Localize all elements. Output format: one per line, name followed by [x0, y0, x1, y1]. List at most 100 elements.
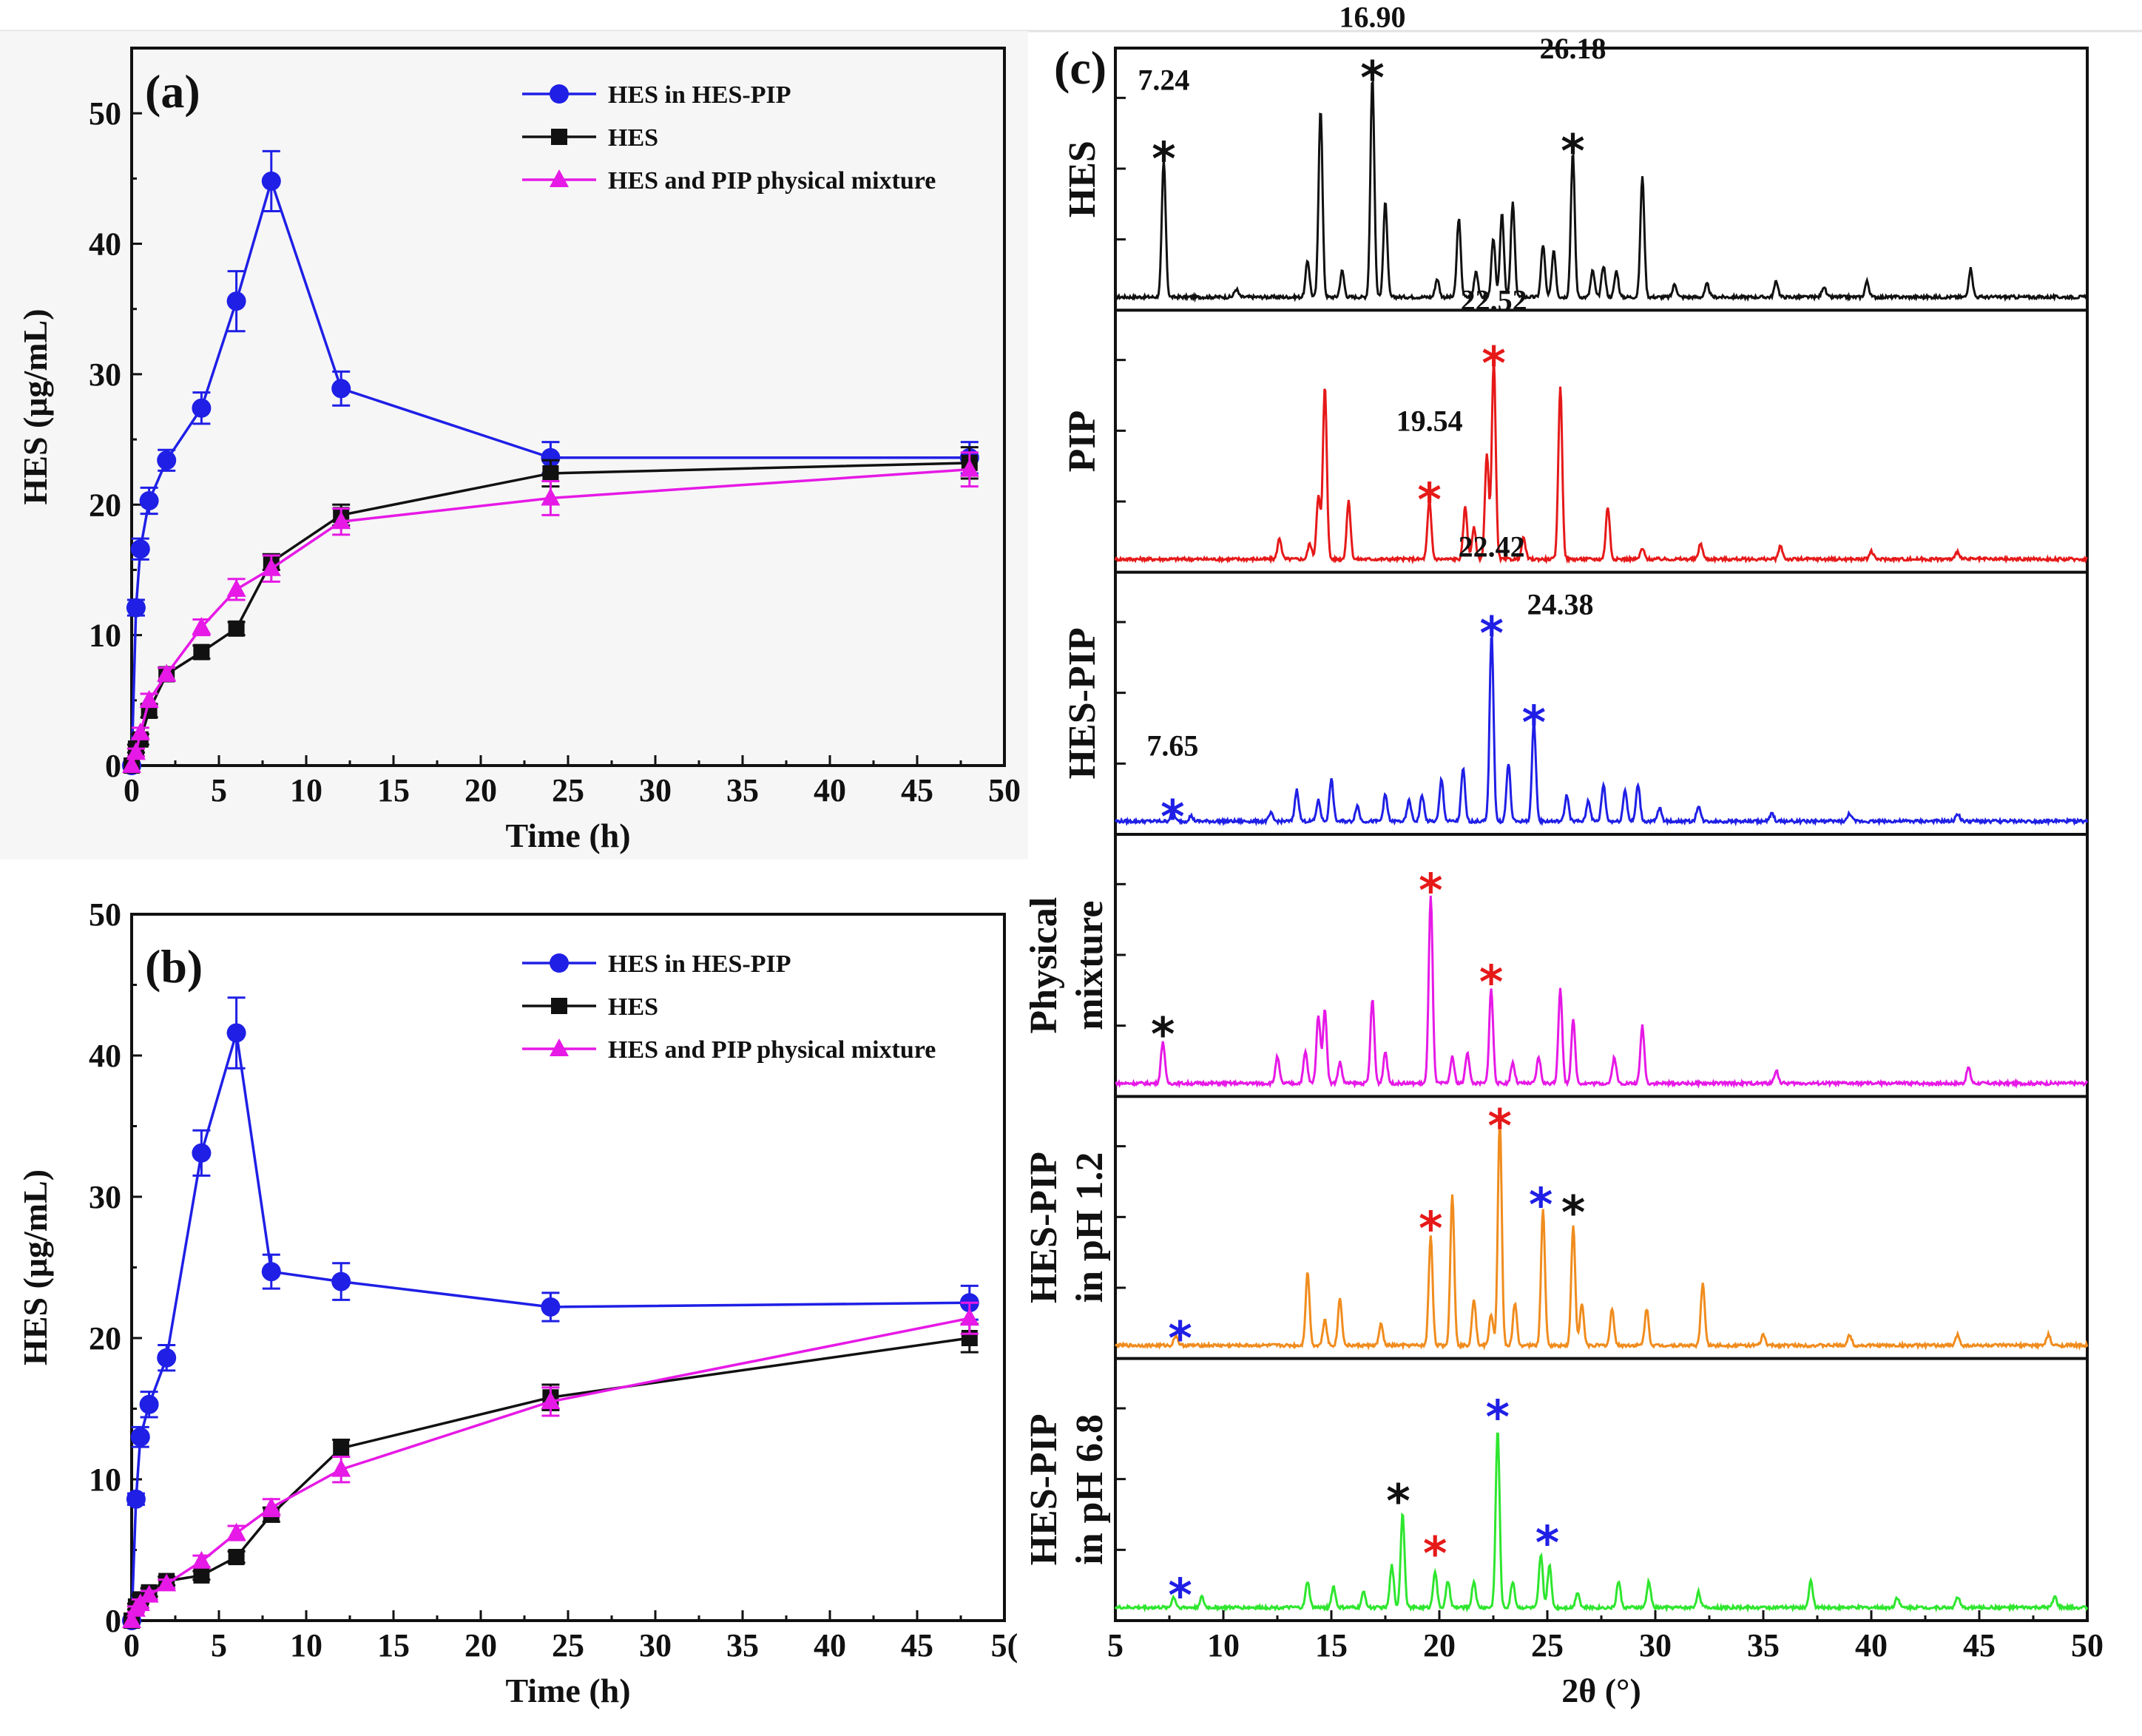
peak-star: *: [1535, 1516, 1559, 1570]
legend-label: HES: [608, 993, 658, 1021]
data-point: [130, 722, 150, 740]
x-tick-label: 20: [464, 772, 497, 808]
x-tick-label: 30: [639, 1627, 672, 1664]
data-point: [333, 1439, 350, 1456]
panel-label: (b): [145, 940, 203, 993]
y-tick-label: 50: [89, 896, 121, 933]
data-point: [228, 620, 245, 637]
legend-marker: [550, 953, 569, 973]
peak-star: *: [1160, 790, 1184, 844]
panel-label: (a): [145, 65, 200, 118]
legend-marker: [550, 1038, 569, 1056]
data-point: [157, 450, 177, 470]
x-tick-label: 15: [377, 772, 410, 808]
x-tick-label: 45: [901, 772, 933, 808]
xrd-pattern-2: [1114, 633, 2089, 827]
peak-annotation: 22.42: [1459, 530, 1525, 563]
legend-label: HES in HES-PIP: [608, 950, 791, 978]
data-point: [130, 539, 150, 559]
legend-marker: [551, 998, 567, 1014]
y-tick-label: 50: [89, 95, 121, 132]
data-point: [139, 689, 159, 708]
pattern-label: Physical: [1023, 897, 1065, 1034]
peak-star: *: [1479, 607, 1503, 661]
data-point: [226, 1023, 246, 1043]
panel-c-xrd-chart: (c)HES7.2416.9026.18***PIP22.5219.54**HE…: [1023, 1, 2104, 1709]
peak-annotation: 7.24: [1138, 64, 1189, 97]
x-tick-label: 10: [1207, 1627, 1240, 1664]
legend-marker: [550, 84, 569, 104]
data-point: [192, 1550, 212, 1569]
y-tick-label: 30: [89, 1179, 121, 1215]
y-tick-label: 20: [89, 1320, 121, 1357]
data-point: [122, 1610, 141, 1628]
y-tick-label: 0: [105, 1603, 121, 1639]
xrd-pattern-5: [1114, 1432, 2089, 1613]
peak-star: *: [1152, 132, 1175, 186]
peak-annotation: 19.54: [1396, 404, 1463, 437]
data-point: [226, 1522, 246, 1541]
peak-star: *: [1482, 337, 1505, 391]
data-point: [139, 490, 159, 510]
panel-label: (c): [1054, 41, 1107, 94]
data-point: [331, 1271, 351, 1291]
xrd-pattern-0: [1115, 78, 2089, 303]
data-point: [228, 1549, 245, 1566]
data-point: [331, 1459, 351, 1477]
pattern-label: HES-PIP: [1061, 627, 1104, 779]
y-tick-label: 10: [89, 1462, 121, 1498]
x-tick-label: 30: [1639, 1627, 1672, 1664]
pattern-label: HES: [1061, 141, 1104, 217]
data-point: [139, 1584, 159, 1603]
legend-marker: [550, 169, 569, 187]
peak-star: *: [1488, 1099, 1512, 1153]
peak-star: *: [1561, 124, 1584, 178]
pattern-label: HES-PIP: [1023, 1152, 1065, 1303]
data-point: [959, 1308, 979, 1326]
panel-a-chart: 0 5 10 15 20 25 30 35 40 45 50 0 10 20 30 40 50 Time (h) H…: [16, 47, 1021, 854]
data-point: [261, 1497, 281, 1516]
x-axis-title: Time (h): [505, 817, 630, 854]
data-point: [193, 644, 210, 661]
xrd-pattern-3: [1115, 895, 2089, 1090]
x-tick-label: 30: [639, 772, 672, 808]
legend-label: HES and PIP physical mixture: [608, 1036, 936, 1064]
pattern-label: HES-PIP: [1023, 1414, 1065, 1565]
data-point: [130, 1427, 150, 1447]
x-tick-label: 45: [1963, 1627, 1996, 1664]
data-point: [541, 1297, 561, 1317]
data-point: [157, 663, 177, 682]
data-point: [126, 742, 146, 760]
y-tick-label: 0: [105, 748, 121, 784]
data-point: [139, 1394, 159, 1414]
panel-b-chart: 0 5 10 15 20 25 30 35 40 45 5(0 10 20 30 40 50 Time (h) H…: [16, 896, 1018, 1709]
x-tick-label: 35: [726, 1627, 759, 1664]
x-tick-label: 35: [1747, 1627, 1780, 1664]
pattern-label: in pH 1.2: [1069, 1152, 1111, 1303]
peak-star: *: [1151, 1007, 1175, 1061]
x-tick-label: 50: [988, 772, 1021, 808]
x-axis-title: Time (h): [505, 1672, 630, 1709]
peak-star: *: [1419, 1201, 1442, 1255]
x-tick-label: 45: [901, 1627, 933, 1664]
data-point: [226, 578, 246, 597]
x-tick-label: 20: [1423, 1627, 1456, 1664]
x-tick-label: 20: [464, 1627, 497, 1664]
data-point: [959, 459, 979, 477]
peak-star: *: [1386, 1474, 1410, 1528]
x-tick-label: 40: [814, 772, 846, 808]
data-point: [541, 487, 561, 506]
peak-annotation: 7.65: [1146, 729, 1198, 763]
data-point: [126, 598, 146, 618]
peak-star: *: [1423, 1527, 1447, 1581]
data-point: [261, 171, 281, 191]
peak-star: *: [1486, 1391, 1510, 1445]
peak-annotation: 24.38: [1527, 587, 1594, 621]
data-point: [541, 1391, 561, 1409]
peak-star: *: [1168, 1311, 1192, 1365]
data-point: [192, 617, 212, 635]
x-tick-label: 15: [1315, 1627, 1348, 1664]
data-point: [193, 1567, 210, 1584]
data-point: [122, 755, 141, 773]
